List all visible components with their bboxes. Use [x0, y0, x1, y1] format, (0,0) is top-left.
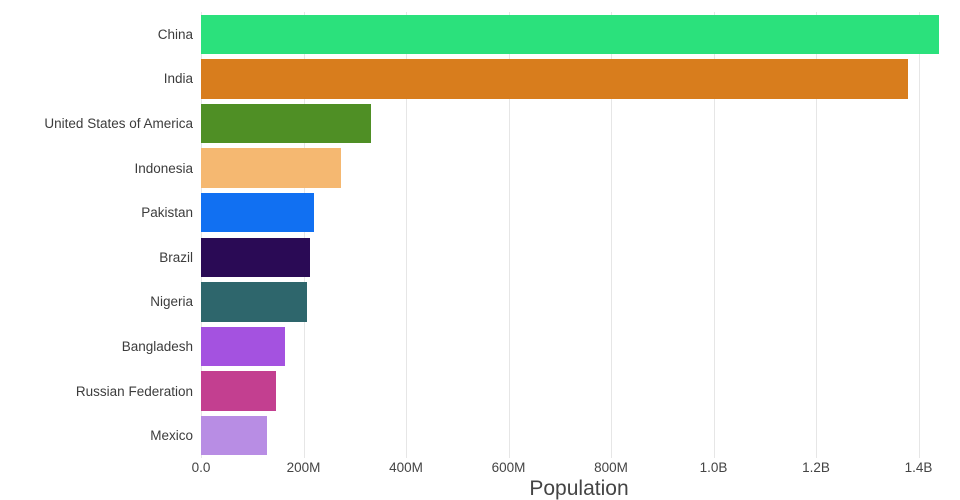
bar-row	[201, 324, 957, 369]
bar-nigeria	[201, 282, 307, 322]
label-row: Indonesia	[0, 146, 193, 191]
plot-area	[201, 12, 957, 458]
bar-pakistan	[201, 193, 315, 233]
x-tick-label: 1.2B	[802, 460, 830, 475]
category-label: India	[163, 71, 193, 87]
category-label: Mexico	[150, 428, 193, 444]
label-row: China	[0, 12, 193, 57]
category-label: Indonesia	[134, 160, 193, 176]
x-tick-label: 400M	[389, 460, 423, 475]
x-tick-label: 1.0B	[699, 460, 728, 475]
category-label: Brazil	[159, 249, 193, 265]
category-label: Pakistan	[141, 205, 193, 221]
bar-row	[201, 12, 957, 57]
bar-brazil	[201, 237, 310, 277]
bar-russian-federation	[201, 371, 276, 411]
x-axis: 0.0 200M 400M 600M 800M 1.0B 1.2B 1.4B	[192, 460, 957, 480]
bar-row	[201, 57, 957, 102]
bar-row	[201, 280, 957, 325]
y-axis-labels: China India United States of America Indone…	[0, 12, 193, 458]
bar-row	[201, 235, 957, 280]
x-tick-label: 600M	[491, 460, 526, 475]
gridline	[816, 12, 818, 458]
bar-bangladesh	[201, 326, 286, 367]
x-tick-label: 200M	[286, 460, 321, 475]
x-tick-label: 1.4B	[904, 460, 933, 475]
gridline	[508, 12, 510, 458]
bar-indonesia	[201, 148, 342, 188]
label-row: Mexico	[0, 413, 193, 458]
category-label: Bangladesh	[121, 338, 193, 354]
label-row: United States of America	[0, 101, 193, 146]
gridline	[713, 12, 715, 458]
gridline	[406, 12, 408, 458]
x-axis-title: Population	[529, 477, 629, 500]
label-row: Bangladesh	[0, 324, 193, 369]
category-label: China	[157, 26, 193, 42]
label-row: Russian Federation	[0, 369, 193, 414]
category-label: United States of America	[44, 115, 193, 131]
bar-china	[201, 14, 939, 54]
bar-row	[201, 101, 957, 146]
category-label: Nigeria	[150, 294, 193, 310]
category-label: Russian Federation	[75, 383, 193, 399]
label-row: Nigeria	[0, 280, 193, 325]
label-row: Brazil	[0, 235, 193, 280]
x-tick-label: 800M	[594, 460, 628, 475]
bar-united-states-of-america	[201, 103, 371, 144]
bar-row	[201, 190, 957, 235]
gridline	[303, 12, 305, 458]
label-row: India	[0, 57, 193, 102]
bar-mexico	[201, 416, 268, 456]
gridline	[611, 12, 613, 458]
gridline	[201, 12, 202, 458]
bar-row	[201, 146, 957, 191]
bar-row	[201, 369, 957, 414]
bar-india	[201, 59, 909, 99]
x-tick-label: 0.0	[191, 460, 211, 475]
bar-row	[201, 413, 957, 458]
label-row: Pakistan	[0, 190, 193, 235]
gridline	[918, 12, 920, 458]
